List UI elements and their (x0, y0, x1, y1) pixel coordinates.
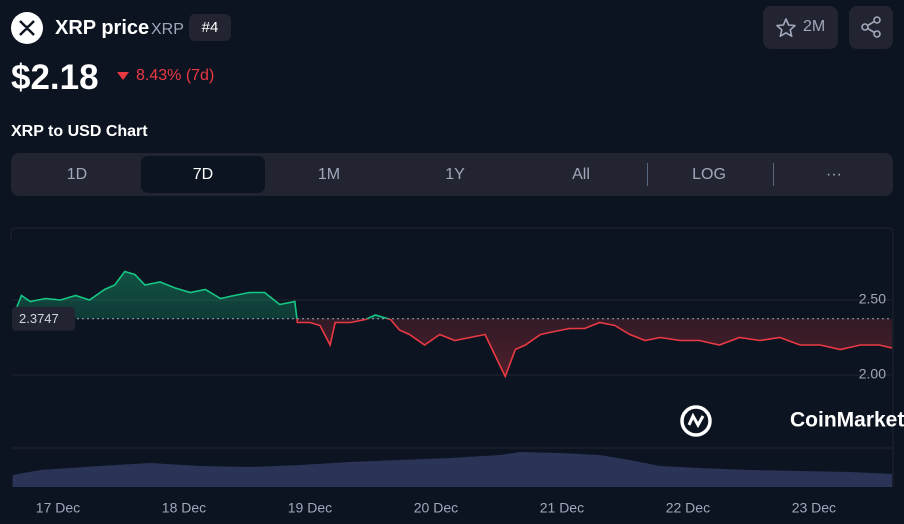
tab[interactable]: 1M (317, 166, 341, 183)
share-icon (861, 16, 881, 38)
down-arrow (117, 72, 129, 80)
price-line-up (11, 270, 392, 319)
tab-separator (773, 163, 774, 186)
volume-area (12, 452, 892, 487)
watchlist-count: 2M (803, 18, 826, 35)
x-tick-label: 20 Dec (414, 500, 458, 516)
price-line-down (296, 318, 893, 379)
watermark: CoinMarketCap (790, 409, 904, 432)
coin-symbol: XRP (151, 21, 184, 38)
x-tick-label: 23 Dec (792, 500, 836, 516)
y-tick-label: 2.00 (859, 366, 886, 382)
x-tick-label: 18 Dec (162, 500, 206, 516)
star-icon (776, 18, 796, 37)
chart-heading: XRP to USD Chart (11, 123, 148, 140)
x-tick-label: 19 Dec (288, 500, 332, 516)
share-button[interactable] (849, 6, 893, 49)
tab-bar: 1D 7D 1M 1Y All LOG ··· (11, 153, 893, 196)
coin-name: XRP price (55, 17, 150, 39)
price-area-up (12, 271, 892, 319)
tab[interactable]: ··· (826, 166, 842, 183)
tab[interactable]: 1Y (445, 166, 465, 183)
logo (11, 12, 43, 44)
y-tick-label: 2.50 (859, 291, 886, 307)
chart-frame (10, 227, 894, 487)
price: $2.18 (11, 58, 99, 97)
baseline-label: 2.3747 (19, 311, 59, 326)
tab-separator (647, 163, 648, 186)
tab[interactable]: 1D (66, 166, 88, 183)
x-tick-label: 17 Dec (36, 500, 80, 516)
watermark-logo (680, 405, 712, 437)
rank-badge: #4 (189, 14, 231, 41)
x-tick-label: 21 Dec (540, 500, 584, 516)
tab[interactable]: 7D (141, 156, 265, 193)
baseline-label-bg (12, 306, 75, 331)
tab[interactable]: LOG (692, 166, 726, 183)
price-change: 8.43% (7d) (136, 67, 215, 84)
watchlist-button[interactable]: 2M (763, 6, 838, 49)
x-tick-label: 22 Dec (666, 500, 710, 516)
price-area-down (296, 318, 892, 377)
tab[interactable]: All (572, 166, 590, 183)
logo-icon (19, 20, 35, 36)
